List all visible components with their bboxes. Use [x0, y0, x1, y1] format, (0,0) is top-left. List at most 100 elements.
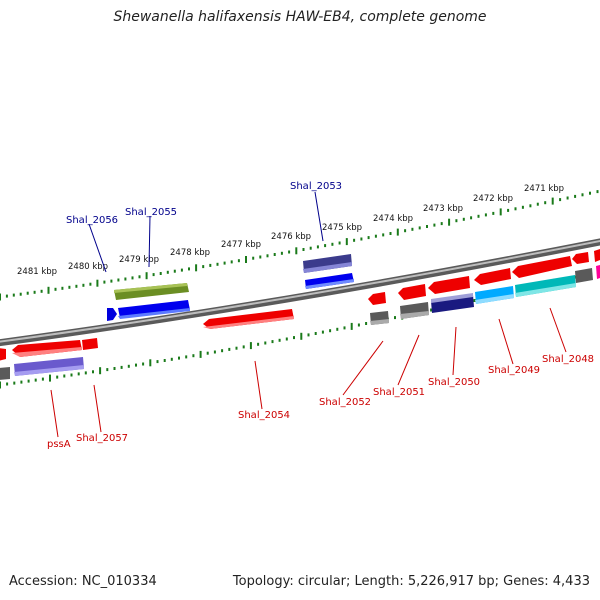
genome-backbone [0, 238, 600, 347]
ruler-major-tick [145, 272, 148, 280]
ruler-dot [34, 378, 37, 382]
gene-label[interactable]: Shal_2053 [290, 181, 342, 192]
gene-label[interactable]: Shal_2048 [542, 354, 594, 365]
gene-label[interactable]: Shal_2050 [428, 377, 480, 388]
gene-label[interactable]: Shal_2056 [66, 215, 118, 226]
ruler-major-tick [195, 264, 198, 272]
ruler-dot [411, 227, 414, 231]
ruler-dot [26, 291, 29, 295]
ruler-dot [170, 357, 173, 361]
accession-text: Accession: NC_010334 [9, 574, 157, 589]
gene-feature[interactable] [107, 300, 190, 321]
gene-feature[interactable] [368, 292, 386, 305]
gene-feature[interactable] [428, 276, 470, 294]
ruler-major-tick [99, 367, 102, 375]
ruler-dot [75, 284, 78, 288]
ruler-dot [173, 269, 176, 273]
outer-ruler [0, 190, 599, 301]
ruler-dot [19, 292, 22, 296]
gene-feature[interactable] [14, 357, 84, 376]
ruler-dot [324, 244, 327, 248]
gene-feature[interactable] [12, 340, 82, 357]
gene-feature[interactable] [82, 338, 98, 350]
gene-feature[interactable] [0, 348, 6, 361]
ruler-label: 2480 kbp [68, 262, 108, 272]
ruler-dot [353, 238, 356, 242]
ruler-dot [235, 346, 238, 350]
gene-feature[interactable] [203, 309, 294, 329]
gene-feature[interactable] [572, 252, 589, 264]
gene-feature[interactable] [594, 249, 600, 279]
forward-gene-labels: Shal_2056 Shal_2055 Shal_2053 [66, 181, 342, 226]
ruler-dot [574, 194, 577, 198]
ruler-dot [113, 367, 116, 370]
ruler-dot [484, 213, 487, 217]
ruler-dot [430, 308, 433, 312]
ruler-dot [455, 219, 458, 223]
gene-feature[interactable] [474, 268, 511, 285]
ruler-dot [77, 372, 80, 376]
ruler-dot [314, 332, 317, 335]
ruler-dot [221, 349, 224, 353]
ruler-dot [389, 232, 392, 235]
gene-feature[interactable] [303, 254, 352, 273]
gene-feature[interactable] [370, 311, 389, 325]
gene-label[interactable]: Shal_2054 [238, 410, 290, 421]
ruler-dot [316, 245, 319, 249]
ruler-dot [120, 365, 123, 369]
ruler-dot [278, 338, 281, 342]
gene-feature[interactable] [400, 302, 429, 319]
gene-label[interactable]: Shal_2051 [373, 387, 425, 398]
ruler-dot [163, 359, 166, 362]
ruler-dot [477, 214, 480, 218]
ruler-dot [462, 217, 465, 221]
ruler-major-tick [499, 208, 502, 216]
gene-feature[interactable] [475, 286, 514, 304]
gene-feature[interactable] [398, 284, 426, 300]
gene-feature[interactable] [305, 273, 354, 289]
gene-label[interactable]: Shal_2049 [488, 365, 540, 376]
gene-label[interactable]: pssA [47, 439, 71, 450]
ruler-dot [192, 354, 195, 358]
gene-label[interactable]: Shal_2055 [125, 207, 177, 218]
ruler-dot [84, 371, 87, 375]
ruler-dot [124, 277, 127, 281]
reverse-gene-labels: pssA Shal_2057 Shal_2054 Shal_2052 Shal_… [47, 354, 594, 450]
ruler-dot [131, 276, 134, 280]
gene-feature[interactable] [0, 367, 10, 380]
forward-strand-features [107, 254, 354, 321]
ruler-dot [309, 246, 312, 250]
ruler-dot [302, 248, 305, 251]
ruler-dot [266, 254, 269, 258]
ruler-major-tick [448, 218, 451, 226]
ruler-dot [230, 260, 233, 264]
ruler-dot [68, 285, 71, 289]
ruler-major-tick [47, 286, 50, 294]
ruler-major-tick [249, 342, 252, 350]
ruler-dot [264, 341, 267, 345]
ruler-dot [285, 337, 288, 341]
gene-label[interactable]: Shal_2052 [319, 397, 371, 408]
ruler-dot [152, 273, 155, 277]
ruler-dot [223, 261, 226, 265]
ruler-major-tick [295, 247, 298, 255]
ruler-dot [331, 242, 334, 246]
gene-feature[interactable] [114, 283, 189, 300]
ruler-dot [418, 226, 421, 230]
ruler-dot [6, 382, 9, 386]
ruler-dot [89, 282, 92, 286]
ruler-dot [293, 336, 295, 340]
ruler-dot [5, 294, 8, 298]
ruler-dot [54, 287, 57, 291]
ruler-dot [159, 272, 162, 275]
gene-label[interactable]: Shal_2057 [76, 433, 128, 444]
gene-feature[interactable] [575, 268, 593, 283]
ruler-major-tick [149, 359, 152, 367]
gene-feature[interactable] [515, 275, 576, 297]
ruler-dot [440, 222, 443, 226]
gene-feature[interactable] [512, 256, 572, 278]
gene-feature[interactable] [431, 293, 474, 313]
ruler-dot [185, 355, 188, 359]
ruler-dot [394, 316, 396, 320]
